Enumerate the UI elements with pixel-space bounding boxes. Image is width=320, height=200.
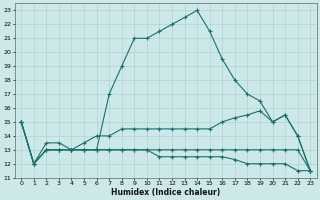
X-axis label: Humidex (Indice chaleur): Humidex (Indice chaleur) [111,188,220,197]
